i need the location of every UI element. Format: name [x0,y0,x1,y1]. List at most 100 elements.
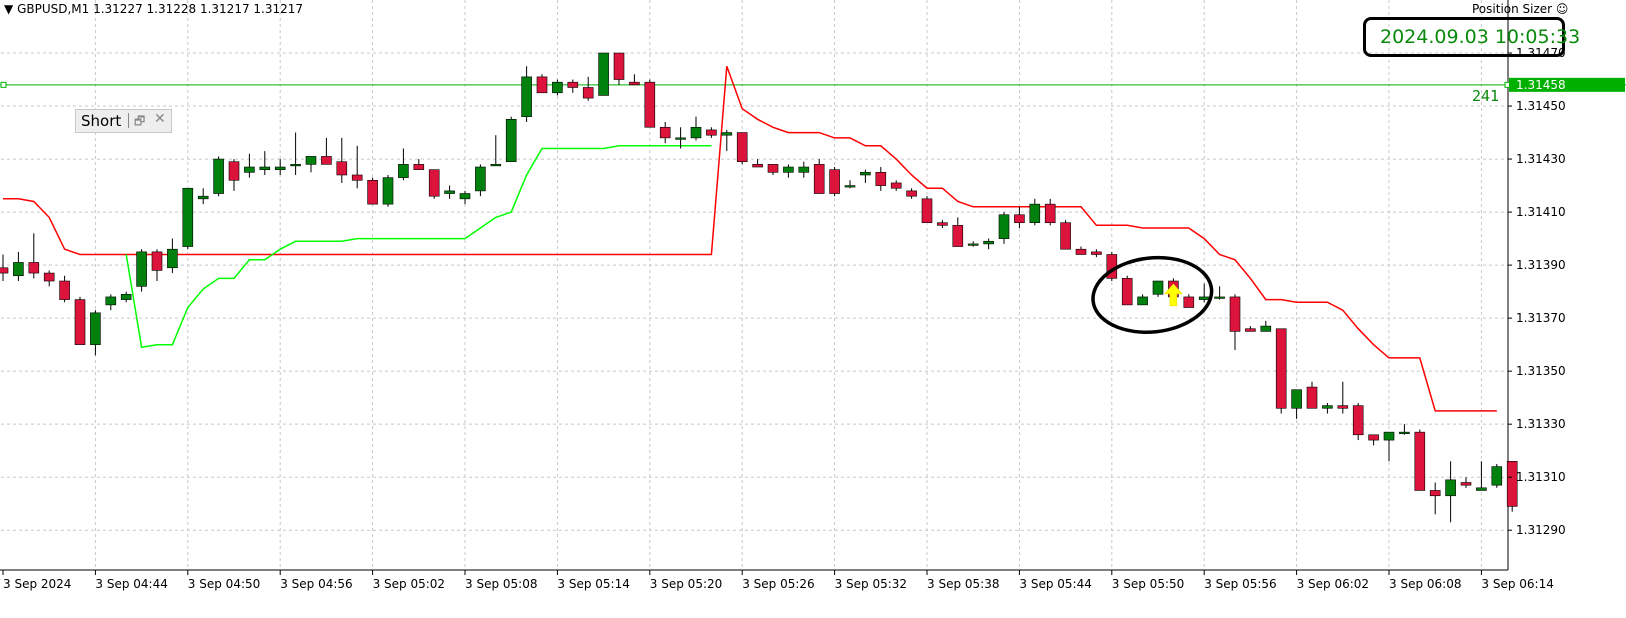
candle-body [1368,434,1379,441]
candle-body [1460,482,1472,486]
candle [1014,206,1025,228]
candle [459,190,471,205]
candle [598,52,609,96]
candle [906,188,917,199]
candle [998,212,1010,244]
candle-body [321,156,332,165]
candle [74,296,86,345]
candle [875,167,887,191]
candle [475,164,486,197]
candle [336,137,348,183]
candle-body [1337,405,1349,409]
candle [1414,429,1426,491]
candle-body [1476,487,1487,491]
candle [1091,249,1102,258]
price-tick-label: 1.31290 [1516,523,1566,537]
candle-body [829,169,840,194]
candle [1275,328,1287,414]
candle-body [43,272,55,282]
candle [351,145,363,189]
restore-icon[interactable]: 🗗 [134,114,146,128]
candle [1491,463,1503,488]
candle [1044,198,1056,226]
price-tick-label: 1.31390 [1516,258,1566,272]
candle [1337,381,1349,414]
time-tick-label: 3 Sep 2024 [3,577,71,591]
price-tag [1509,77,1625,92]
candle [567,79,579,93]
candle-body [1091,251,1102,255]
candle [167,238,178,274]
candle [1352,402,1364,441]
candle [228,159,240,191]
candle [1399,424,1410,435]
candle-body [1198,296,1210,300]
candle-body [921,198,933,223]
candle-body [1306,386,1318,409]
candle-body [536,76,548,94]
price-tick-label: 1.31310 [1516,470,1566,484]
candle-body [1029,203,1041,223]
candle-body [167,248,178,269]
candle [290,132,301,175]
candle [305,156,317,173]
candle [43,270,55,287]
candle-body [629,81,640,86]
candle [1229,294,1241,350]
candle [1214,286,1225,300]
candle-body [290,164,301,167]
candle [136,249,147,292]
candle-body [675,137,686,140]
candle [1476,461,1487,491]
candle [1075,246,1087,255]
time-tick-label: 3 Sep 05:44 [1019,577,1091,591]
candle [1506,461,1518,512]
time-tick-label: 3 Sep 06:02 [1297,577,1369,591]
short-panel[interactable]: Short 🗗 ✕ [75,109,172,133]
candle-body [1075,248,1087,255]
candle-body [1414,431,1426,491]
candle [398,148,409,181]
dropdown-triangle-icon[interactable]: ▼ [4,2,14,16]
candle-body [475,166,486,192]
candle-body [952,225,964,247]
candle-body [351,174,363,181]
candle [28,233,40,279]
candle [1183,294,1195,308]
candle-body [228,161,240,181]
candle [644,79,656,128]
candle [90,310,101,356]
candle-body [783,166,794,173]
candle [521,66,532,122]
time-tick-label: 3 Sep 05:08 [465,577,537,591]
candle-body [136,251,147,287]
candle-body [505,119,517,163]
candle-body [875,172,887,186]
candle-body [582,87,594,99]
close-icon[interactable]: ✕ [154,111,166,127]
candle [197,188,209,205]
candle-body [1291,389,1302,409]
candle-body [998,214,1010,239]
candle [1322,402,1333,414]
time-tick-label: 3 Sep 05:14 [557,577,629,591]
candle-body [1491,466,1503,486]
candle [1245,326,1256,332]
candle [259,151,271,175]
candle-body [890,182,902,189]
candle [505,116,517,163]
candle-body [305,156,317,165]
position-sizer-label[interactable]: Position Sizer ☺ [1472,2,1569,16]
candle-body [259,166,271,170]
candle [1368,434,1379,446]
candle-body [382,177,394,205]
candle [1445,461,1456,523]
candle [1460,477,1472,488]
candle [1429,482,1441,515]
annotation-circle [1091,255,1214,334]
candle-body [1352,405,1364,436]
candle [490,135,502,167]
candle [659,121,671,144]
grid-lines [1,0,1508,570]
